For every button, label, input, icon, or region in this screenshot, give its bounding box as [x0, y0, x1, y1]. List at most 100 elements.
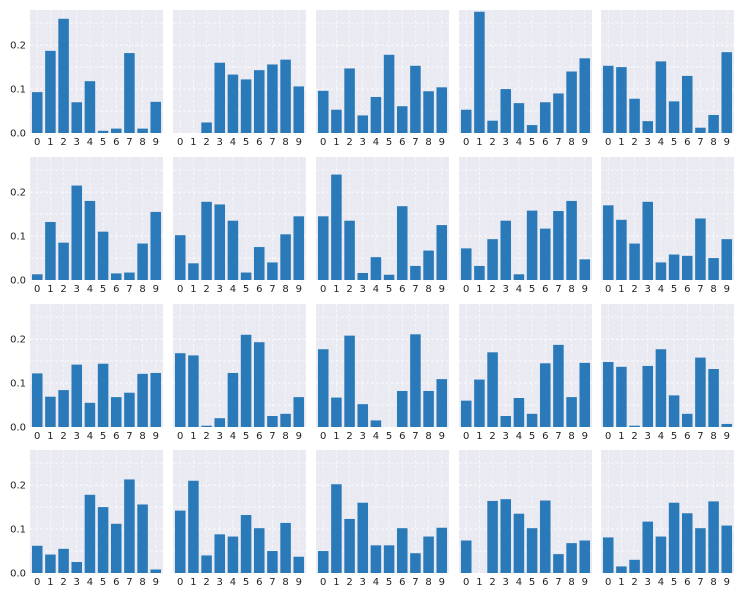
bar-0 — [174, 510, 186, 573]
bar-3 — [71, 562, 83, 573]
x-tick-label: 8 — [568, 431, 574, 442]
bar-9 — [436, 379, 448, 427]
bar-2 — [487, 239, 498, 280]
bar-5 — [97, 130, 109, 133]
x-tick-label: 3 — [503, 284, 509, 295]
bar-3 — [357, 502, 369, 573]
subplot-6: 0 1 2 3 4 5 6 7 8 9 0.0 0.1 0.2 — [10, 157, 163, 295]
x-tick-label: 6 — [399, 137, 405, 148]
x-tick-label: 6 — [684, 431, 690, 442]
x-tick-label: 0 — [605, 284, 611, 295]
bar-5 — [668, 254, 680, 280]
bar-8 — [423, 536, 434, 573]
bar-4 — [84, 402, 96, 427]
x-tick-label: 4 — [516, 284, 522, 295]
x-tick-label: 3 — [645, 431, 651, 442]
bar-3 — [642, 201, 654, 280]
bar-8 — [137, 373, 148, 427]
bar-9 — [721, 239, 733, 280]
x-tick-label: 3 — [74, 431, 80, 442]
x-tick-label: 8 — [282, 431, 288, 442]
x-tick-label: 5 — [243, 577, 249, 588]
bar-7 — [553, 93, 564, 133]
x-tick-label: 9 — [724, 431, 730, 442]
x-tick-label: 7 — [555, 577, 561, 588]
bar-7 — [267, 262, 278, 280]
x-tick-label: 2 — [60, 577, 66, 588]
x-tick-label: 2 — [346, 431, 352, 442]
y-tick-label: 0.0 — [10, 423, 26, 434]
y-tick-label: 0.2 — [10, 188, 26, 199]
x-tick-label: 6 — [542, 137, 548, 148]
x-tick-label: 3 — [645, 284, 651, 295]
bar-5 — [240, 515, 252, 573]
bar-1 — [188, 263, 199, 280]
x-tick-label: 8 — [710, 577, 716, 588]
x-tick-label: 5 — [386, 577, 392, 588]
x-tick-label: 5 — [100, 284, 106, 295]
bar-2 — [58, 18, 69, 134]
bar-6 — [681, 75, 693, 133]
x-tick-label: 3 — [74, 137, 80, 148]
x-tick-label: 2 — [203, 431, 209, 442]
x-tick-label: 2 — [346, 284, 352, 295]
bar-4 — [84, 494, 96, 573]
x-tick-label: 9 — [439, 431, 445, 442]
bar-8 — [566, 397, 577, 427]
x-tick-label: 6 — [399, 431, 405, 442]
x-tick-label: 8 — [568, 284, 574, 295]
x-tick-label: 2 — [203, 284, 209, 295]
x-tick-label: 8 — [282, 137, 288, 148]
bar-1 — [188, 355, 199, 427]
bar-6 — [539, 363, 551, 427]
x-tick-label: 4 — [87, 137, 93, 148]
subplot-1: 0 1 2 3 4 5 6 7 8 9 0.0 0.1 0.2 — [10, 10, 163, 148]
x-tick-label: 0 — [605, 137, 611, 148]
bar-7 — [695, 357, 706, 427]
x-tick-label: 2 — [60, 431, 66, 442]
bar-5 — [383, 274, 395, 280]
bar-4 — [513, 398, 525, 427]
bar-9 — [150, 569, 162, 573]
bar-4 — [655, 61, 667, 134]
x-tick-label: 1 — [476, 284, 482, 295]
bar-5 — [240, 79, 252, 133]
x-tick-label: 2 — [631, 284, 637, 295]
bar-1 — [188, 480, 199, 573]
x-tick-label: 7 — [697, 431, 703, 442]
x-tick-label: 0 — [320, 137, 326, 148]
x-tick-label: 1 — [618, 137, 624, 148]
x-tick-label: 7 — [126, 431, 132, 442]
x-tick-label: 9 — [582, 577, 588, 588]
bar-7 — [410, 265, 421, 280]
bar-3 — [357, 272, 369, 280]
x-tick-label: 4 — [658, 137, 664, 148]
x-tick-label: 5 — [243, 137, 249, 148]
x-tick-label: 8 — [139, 431, 145, 442]
x-tick-label: 9 — [153, 284, 159, 295]
bar-6 — [253, 70, 265, 133]
y-tick-label: 0.1 — [10, 85, 26, 96]
bar-4 — [513, 103, 525, 133]
x-tick-label: 0 — [463, 577, 469, 588]
bar-4 — [370, 420, 382, 427]
x-tick-label: 0 — [34, 577, 40, 588]
bar-2 — [629, 425, 640, 427]
x-tick-label: 1 — [190, 137, 196, 148]
bar-9 — [721, 423, 733, 427]
x-tick-label: 9 — [296, 577, 302, 588]
bar-6 — [681, 413, 693, 427]
bar-0 — [31, 545, 43, 573]
x-tick-label: 0 — [463, 137, 469, 148]
bar-8 — [708, 369, 719, 427]
x-tick-label: 2 — [489, 577, 495, 588]
subplot-11: 0 1 2 3 4 5 6 7 8 9 0.0 0.1 0.2 — [10, 304, 163, 442]
bar-7 — [695, 127, 706, 133]
x-tick-label: 4 — [373, 431, 379, 442]
x-tick-label: 4 — [87, 431, 93, 442]
bar-4 — [227, 74, 239, 133]
bar-4 — [370, 545, 382, 573]
bar-2 — [201, 555, 212, 573]
x-tick-label: 1 — [618, 284, 624, 295]
